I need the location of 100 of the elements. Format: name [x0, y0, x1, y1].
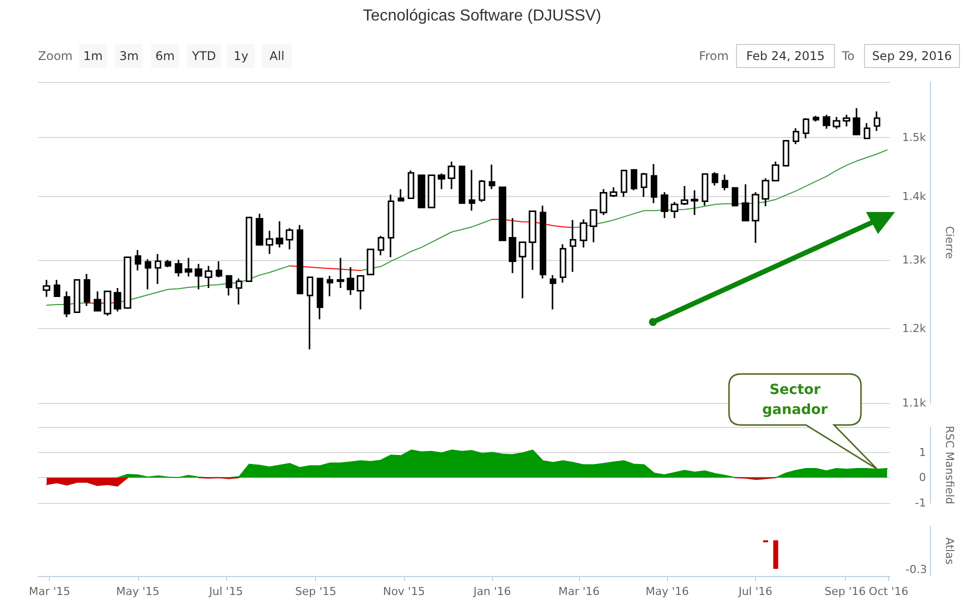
candlestick — [356, 275, 364, 310]
candlestick — [680, 185, 688, 206]
candlestick — [296, 224, 304, 294]
candlestick — [448, 160, 456, 190]
candlestick — [560, 243, 566, 284]
candlestick — [782, 140, 790, 166]
candlestick — [84, 273, 90, 307]
candlestick — [822, 114, 830, 130]
candlestick — [246, 216, 252, 282]
x-tick-label: Mar '15 — [28, 585, 70, 598]
candlestick — [832, 116, 840, 130]
candlestick — [366, 248, 374, 276]
candlestick — [316, 278, 324, 320]
candlestick — [216, 260, 222, 278]
text: 1m — [79, 44, 107, 68]
candlestick — [408, 170, 414, 199]
x-tick-label: Jul '15 — [208, 585, 243, 598]
x-tick-label: Nov '15 — [382, 585, 425, 598]
candlestick — [752, 191, 760, 244]
annotation: Sector ganador — [761, 380, 829, 420]
y-tick-label: 1 — [919, 446, 926, 459]
candlestick — [702, 173, 708, 206]
x-tick-label: May '15 — [116, 585, 160, 598]
y-tick-label: 1.1k — [902, 396, 927, 410]
candlestick — [468, 169, 476, 212]
candlestick — [540, 204, 546, 280]
y-tick-label: 0 — [919, 471, 926, 484]
candlestick — [64, 290, 70, 318]
date-field: Feb 24, 2015 — [736, 44, 835, 68]
candlestick — [144, 258, 152, 290]
candlestick — [114, 287, 122, 312]
candlestick — [184, 257, 192, 278]
y-axis-title: Atlas — [943, 537, 956, 565]
candlestick — [742, 183, 750, 222]
text: 1y — [227, 44, 255, 68]
candlestick — [194, 263, 202, 290]
x-tick-label: May '16 — [646, 585, 689, 598]
candlestick — [438, 172, 446, 190]
candlestick — [690, 190, 698, 216]
candlestick — [154, 253, 162, 285]
candlestick — [236, 278, 242, 306]
text: All — [262, 44, 292, 68]
text: To — [842, 48, 855, 65]
y-tick-label: 1.5k — [902, 130, 927, 144]
candlestick — [326, 275, 334, 297]
candlestick — [518, 242, 526, 300]
candlestick — [852, 107, 860, 136]
y-tick-label: 1.3k — [902, 253, 927, 266]
text: YTD — [187, 44, 221, 68]
candlestick — [346, 266, 354, 296]
candlestick — [204, 265, 212, 289]
candlestick — [722, 174, 728, 192]
candlestick — [418, 174, 426, 208]
candlestick — [802, 117, 810, 140]
candlestick — [630, 169, 638, 192]
candlestick — [812, 115, 820, 122]
candlestick — [226, 275, 232, 296]
candlestick — [842, 114, 850, 128]
candlestick — [42, 279, 50, 298]
candlestick — [104, 290, 112, 316]
candlestick — [772, 160, 780, 182]
y-tick-label: 1.4k — [902, 190, 927, 203]
chart-title: Tecnológicas Software (DJUSSV) — [362, 8, 602, 24]
candlestick — [488, 164, 496, 190]
candlestick — [874, 110, 880, 132]
candlestick — [670, 201, 678, 219]
candlestick — [336, 257, 344, 289]
text: 3m — [115, 44, 143, 68]
candlestick — [660, 191, 668, 219]
candlestick — [54, 279, 60, 298]
candlestick — [428, 174, 436, 208]
y-axis-title: RSC Mansfield — [943, 426, 956, 504]
candlestick — [306, 276, 314, 350]
candlestick — [792, 127, 800, 145]
candlestick — [276, 220, 284, 248]
candlestick — [600, 188, 608, 216]
candlestick — [640, 172, 648, 198]
x-tick-label: Mar '16 — [558, 585, 600, 598]
candlestick — [164, 259, 172, 268]
text: -0.3 — [906, 563, 927, 577]
candlestick — [478, 179, 486, 203]
candlestick — [378, 235, 384, 256]
candlestick — [570, 219, 576, 273]
date-field: Sep 29, 2016 — [864, 44, 960, 68]
candlestick — [650, 163, 658, 204]
candlestick — [528, 210, 536, 271]
text: From — [699, 48, 729, 65]
candlestick — [550, 274, 556, 310]
candlestick — [398, 188, 404, 202]
x-tick-label: Sep '15 — [295, 585, 336, 598]
candlestick — [94, 290, 102, 312]
x-tick-label: Oct '16 — [868, 585, 908, 598]
y-axis-title: Cierre — [943, 226, 956, 260]
y-tick-label: 1.2k — [902, 322, 927, 335]
x-tick-label: Jul '16 — [738, 585, 772, 598]
candlestick — [458, 166, 466, 204]
candlestick — [498, 186, 506, 242]
candlestick — [590, 209, 598, 244]
candlestick — [610, 186, 618, 198]
x-tick-label: Jan '16 — [472, 585, 511, 598]
